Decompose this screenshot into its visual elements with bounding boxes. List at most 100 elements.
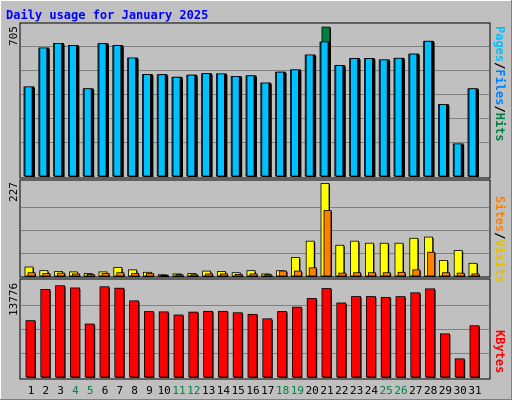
y-max-top: 705 (7, 26, 20, 46)
pages-bar (231, 76, 240, 177)
pages-bar (83, 88, 92, 177)
kbytes-bar (247, 313, 258, 378)
x-tick-label: 4 (72, 384, 79, 397)
pages-bar (276, 71, 285, 177)
x-tick-label: 2 (42, 384, 49, 397)
pages-bar (305, 54, 314, 177)
pages-bar (335, 65, 344, 177)
pages-bar (350, 58, 359, 177)
visits-bar (364, 242, 374, 277)
legend-bottom-item: KBytes (493, 330, 507, 373)
kbytes-bar (439, 333, 450, 378)
sites-bar (72, 273, 80, 277)
kbytes-bar (143, 311, 154, 378)
kbytes-bar (410, 292, 421, 378)
kbytes-bar (55, 285, 65, 378)
x-tick-label: 13 (202, 384, 215, 397)
legend-middle-item: / (493, 232, 507, 239)
x-tick-label: 9 (146, 384, 153, 397)
pages-bar (290, 69, 299, 177)
kbytes-bar (291, 306, 302, 378)
legend-middle-item: Visits (493, 239, 507, 282)
pages-bar (394, 57, 403, 177)
bars-layer (23, 26, 480, 378)
panel-bottom-frame (19, 278, 491, 380)
pages-bar (187, 74, 196, 177)
pages-bar (142, 74, 151, 177)
kbytes-bar (217, 310, 228, 378)
legend-top-item: Pages (493, 26, 507, 62)
x-tick-label: 28 (424, 384, 437, 397)
sites-bar (219, 273, 228, 277)
x-tick-label: 11 (172, 384, 185, 397)
kbytes-bar (454, 358, 465, 378)
x-tick-label: 15 (232, 384, 245, 397)
x-tick-label: 29 (439, 384, 452, 397)
sites-bar (427, 251, 436, 277)
sites-bar (101, 273, 110, 277)
sites-bar (116, 272, 125, 277)
x-tick-label: 7 (116, 384, 123, 397)
x-tick-label: 22 (335, 384, 348, 397)
x-axis-labels: 1 2 3 4 5 6 7 8 9 10 11 12 13 14 15 16 17 18 19 20 21 22 23 24 2… (28, 384, 482, 397)
sites-bar (293, 270, 302, 277)
pages-bar (320, 41, 329, 177)
pages-bar (379, 59, 388, 177)
kbytes-bar (114, 287, 125, 378)
pages-bar (113, 45, 122, 177)
sites-bar (308, 267, 317, 277)
pages-bar (69, 45, 77, 177)
panel-top-frame (19, 22, 491, 179)
sites-bar (279, 270, 288, 277)
legend-top-item: Hits (493, 113, 507, 142)
kbytes-bar (336, 302, 347, 378)
sites-bar (367, 272, 376, 277)
sites-bar (412, 269, 421, 277)
sites-bar (57, 272, 65, 277)
pages-bar (172, 76, 181, 177)
kbytes-bar (232, 312, 243, 378)
y-max-middle: 227 (7, 182, 20, 202)
pages-bar (438, 104, 447, 177)
legend-top-item: Files (493, 69, 507, 105)
x-tick-label: 27 (409, 384, 422, 397)
kbytes-bar (277, 311, 288, 378)
sites-bar (160, 274, 169, 277)
sites-bar (456, 272, 465, 277)
legend-top-item: / (493, 105, 507, 112)
x-tick-label: 30 (454, 384, 467, 397)
kbytes-bar (84, 323, 95, 378)
legend-top-item: / (493, 62, 507, 69)
visits-bar (335, 244, 345, 277)
x-tick-label: 1 (28, 384, 35, 397)
pages-bar (157, 74, 166, 177)
x-tick-label: 26 (394, 384, 407, 397)
pages-bar (424, 40, 433, 177)
kbytes-bar (262, 318, 273, 378)
sites-bar (264, 274, 273, 277)
x-tick-label: 8 (131, 384, 138, 397)
sites-bar (441, 272, 450, 277)
pages-bar (468, 88, 477, 177)
kbytes-bar (469, 325, 480, 378)
visits-bar (394, 242, 404, 277)
sites-bar (323, 210, 332, 277)
kbytes-bar (351, 296, 362, 378)
pages-bar (409, 53, 418, 177)
sites-bar (86, 273, 95, 277)
visits-bar (453, 250, 463, 277)
sites-bar (27, 272, 36, 277)
sites-bar (205, 273, 214, 277)
x-tick-label: 24 (365, 384, 379, 397)
legend-top: Pages/Files/Hits (493, 26, 507, 142)
pages-bar (246, 75, 255, 177)
x-tick-label: 18 (276, 384, 289, 397)
x-tick-label: 6 (102, 384, 109, 397)
pages-bar (128, 57, 137, 177)
x-tick-label: 20 (306, 384, 319, 397)
sites-bar (234, 273, 243, 277)
x-tick-label: 16 (246, 384, 259, 397)
sites-bar (397, 271, 406, 277)
sites-bar (471, 273, 480, 277)
